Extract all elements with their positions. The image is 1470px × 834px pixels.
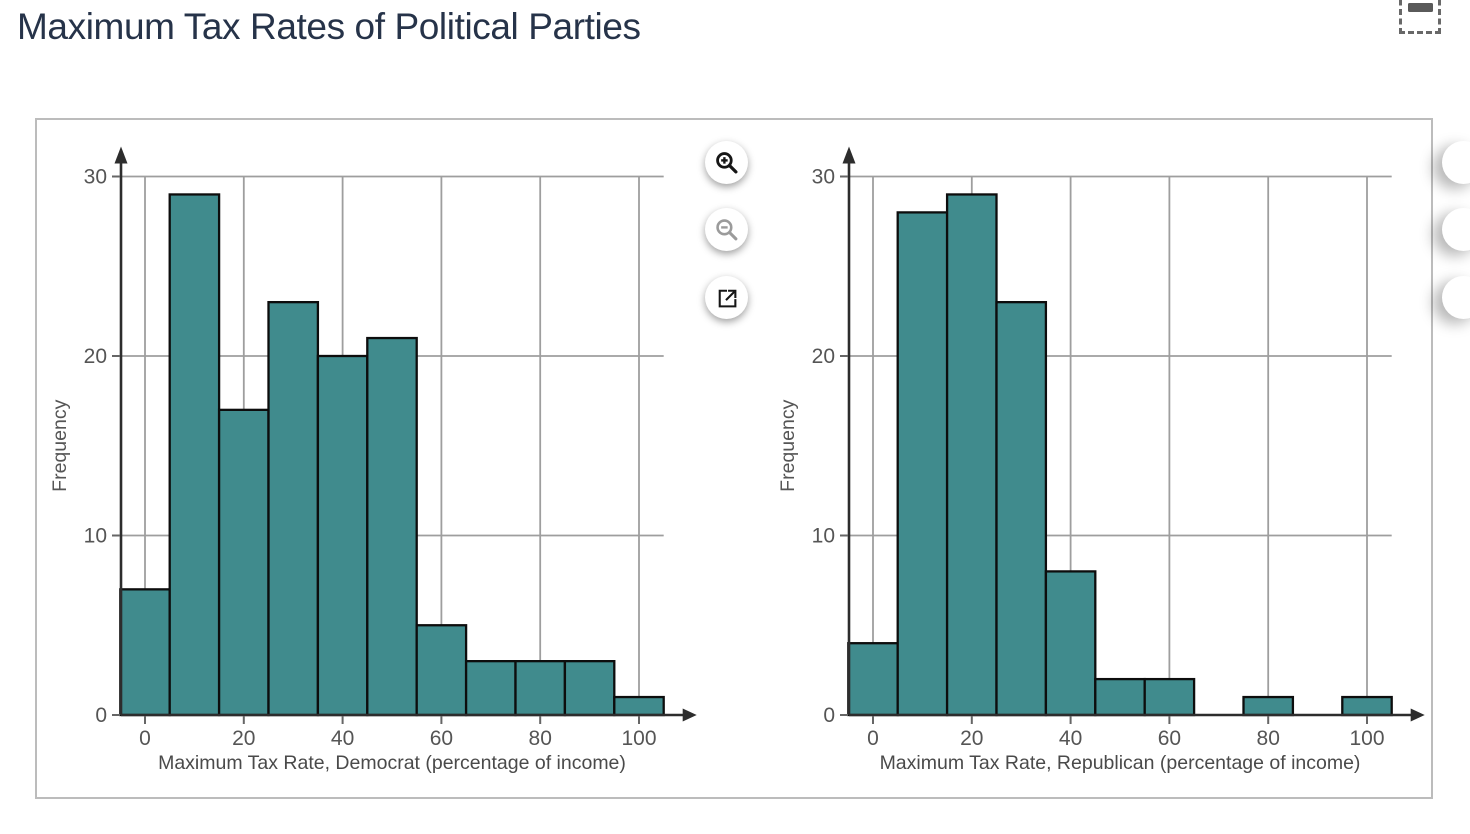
zoom-out-button-right[interactable]: [1442, 208, 1470, 251]
zoom-out-button[interactable]: [705, 208, 748, 251]
region-selection-icon[interactable]: [1399, 0, 1441, 34]
zoom-in-button[interactable]: [705, 141, 748, 184]
zoom-in-icon: [715, 151, 738, 174]
open-external-button-right[interactable]: [1442, 276, 1470, 319]
page-title: Maximum Tax Rates of Political Parties: [17, 6, 641, 47]
open-external-icon: [718, 289, 737, 308]
region-selection-icon-bar: [1408, 3, 1433, 12]
open-external-button[interactable]: [705, 276, 748, 319]
zoom-in-button-right[interactable]: [1442, 141, 1470, 184]
zoom-out-icon: [715, 218, 737, 240]
